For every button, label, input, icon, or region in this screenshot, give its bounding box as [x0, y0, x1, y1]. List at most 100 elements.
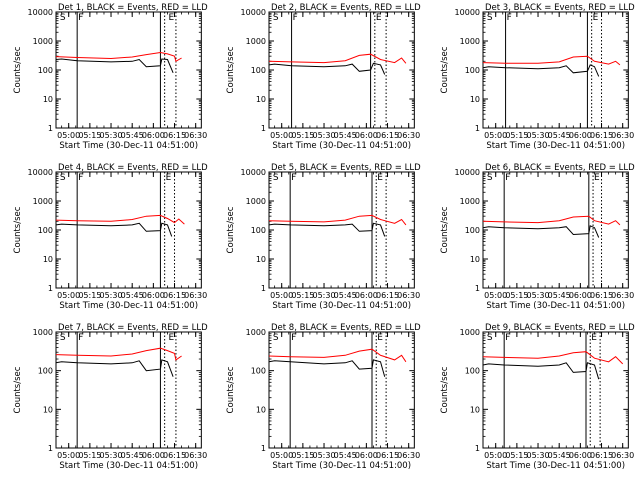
x-axis-label: Start Time (30-Dec-11 04:51:00) — [273, 141, 412, 151]
y-tick-label: 100 — [464, 66, 479, 75]
x-axis-label: Start Time (30-Dec-11 04:51:00) — [59, 301, 198, 311]
y-axis-label: Counts/sec — [440, 206, 450, 253]
y-tick-label: 10000 — [28, 168, 53, 177]
x-axis-label: Start Time (30-Dec-11 04:51:00) — [486, 301, 625, 311]
x-tick-label: 05:00 — [57, 451, 80, 460]
chart-panel: Det 5, BLACK = Events, RED = LLD 1 10 100 10… — [226, 163, 421, 311]
lld-series-line — [482, 215, 620, 226]
events-series-line — [269, 62, 386, 75]
x-tick-label: 06:30 — [397, 451, 420, 460]
marker-e: E — [594, 173, 600, 183]
chart-title: Det 5, BLACK = Events, RED = LLD — [271, 163, 421, 173]
x-tick-label: 06:30 — [184, 451, 207, 460]
chart-panel: Det 4, BLACK = Events, RED = LLD 1 10 100 10… — [13, 163, 208, 311]
x-tick-label: 05:30 — [313, 451, 336, 460]
chart-title: Det 9, BLACK = Events, RED = LLD — [485, 323, 635, 333]
x-tick-label: 05:00 — [57, 291, 80, 300]
x-axis-label: Start Time (30-Dec-11 04:51:00) — [486, 461, 625, 471]
x-tick-label: 05:15 — [505, 291, 528, 300]
x-tick-label: 06:30 — [611, 451, 634, 460]
x-tick-label: 05:15 — [505, 451, 528, 460]
x-axis-label: Start Time (30-Dec-11 04:51:00) — [273, 461, 412, 471]
x-tick-label: 06:15 — [376, 291, 399, 300]
marker-e: E — [378, 173, 384, 183]
y-tick-label: 100 — [464, 226, 479, 235]
marker-s: S — [273, 13, 279, 23]
y-axis-label: Counts/sec — [440, 46, 450, 93]
y-tick-label: 1 — [475, 124, 480, 133]
chart-panel: Det 6, BLACK = Events, RED = LLD 1 10 100 10… — [440, 163, 635, 311]
chart-title: Det 3, BLACK = Events, RED = LLD — [485, 3, 635, 13]
x-tick-label: 06:00 — [355, 291, 378, 300]
y-tick-label: 1 — [48, 444, 53, 453]
marker-f: F — [505, 333, 510, 343]
x-tick-label: 05:15 — [78, 131, 101, 140]
x-tick-label: 05:15 — [78, 291, 101, 300]
x-tick-label: 06:15 — [163, 451, 186, 460]
lld-series-line — [269, 348, 407, 363]
y-tick-label: 1 — [48, 284, 53, 293]
x-tick-label: 05:00 — [270, 131, 293, 140]
y-tick-label: 1000 — [246, 37, 266, 46]
marker-f: F — [78, 173, 83, 183]
marker-s: S — [486, 13, 492, 23]
marker-f: F — [78, 333, 83, 343]
marker-s: S — [486, 333, 492, 343]
marker-f: F — [293, 13, 298, 23]
chart-title: Det 2, BLACK = Events, RED = LLD — [271, 3, 421, 13]
plot-frame — [482, 11, 629, 129]
lld-series-line — [55, 51, 182, 63]
x-tick-label: 05:00 — [484, 131, 507, 140]
marker-f: F — [506, 13, 511, 23]
y-tick-label: 10000 — [454, 168, 479, 177]
x-tick-label: 05:45 — [547, 451, 570, 460]
x-axis-label: Start Time (30-Dec-11 04:51:00) — [59, 141, 198, 151]
marker-s: S — [60, 13, 66, 23]
marker-e: E — [378, 333, 384, 343]
y-tick-label: 100 — [38, 66, 53, 75]
chart-title: Det 6, BLACK = Events, RED = LLD — [485, 163, 635, 173]
x-tick-label: 06:00 — [142, 451, 165, 460]
marker-e: E — [168, 13, 174, 23]
chart-title: Det 4, BLACK = Events, RED = LLD — [58, 163, 208, 173]
x-tick-label: 06:15 — [590, 131, 613, 140]
y-tick-label: 1000 — [459, 37, 479, 46]
x-tick-label: 06:15 — [163, 131, 186, 140]
x-tick-label: 06:15 — [590, 291, 613, 300]
events-series-line — [55, 58, 174, 73]
y-tick-label: 1000 — [246, 197, 266, 206]
lld-series-line — [55, 347, 182, 361]
x-tick-label: 06:30 — [184, 131, 207, 140]
x-axis-label: Start Time (30-Dec-11 04:51:00) — [486, 141, 625, 151]
y-tick-label: 1000 — [33, 328, 53, 337]
x-tick-label: 05:45 — [121, 131, 144, 140]
y-tick-label: 10000 — [241, 8, 266, 17]
y-tick-label: 100 — [251, 367, 266, 376]
chart-title: Det 8, BLACK = Events, RED = LLD — [271, 323, 421, 333]
marker-e: E — [168, 333, 174, 343]
y-tick-label: 1000 — [33, 37, 53, 46]
marker-s: S — [486, 173, 492, 183]
events-series-line — [269, 359, 386, 377]
chart-title: Det 1, BLACK = Events, RED = LLD — [58, 3, 208, 13]
x-tick-label: 05:45 — [334, 291, 357, 300]
marker-e: E — [591, 333, 597, 343]
marker-f: F — [78, 13, 83, 23]
y-tick-label: 1000 — [33, 197, 53, 206]
x-tick-label: 05:15 — [292, 451, 315, 460]
y-tick-label: 1000 — [246, 328, 266, 337]
x-tick-label: 05:15 — [505, 131, 528, 140]
x-tick-label: 06:00 — [568, 291, 591, 300]
x-tick-label: 06:00 — [142, 131, 165, 140]
marker-s: S — [60, 173, 66, 183]
x-tick-label: 06:15 — [163, 291, 186, 300]
x-tick-label: 06:15 — [590, 451, 613, 460]
x-tick-label: 05:00 — [270, 291, 293, 300]
x-tick-label: 05:45 — [121, 451, 144, 460]
events-series-line — [55, 222, 173, 237]
events-series-line — [482, 64, 599, 77]
y-tick-label: 1 — [261, 284, 266, 293]
y-axis-label: Counts/sec — [13, 46, 23, 93]
events-series-line — [482, 225, 599, 238]
events-series-line — [482, 362, 599, 380]
